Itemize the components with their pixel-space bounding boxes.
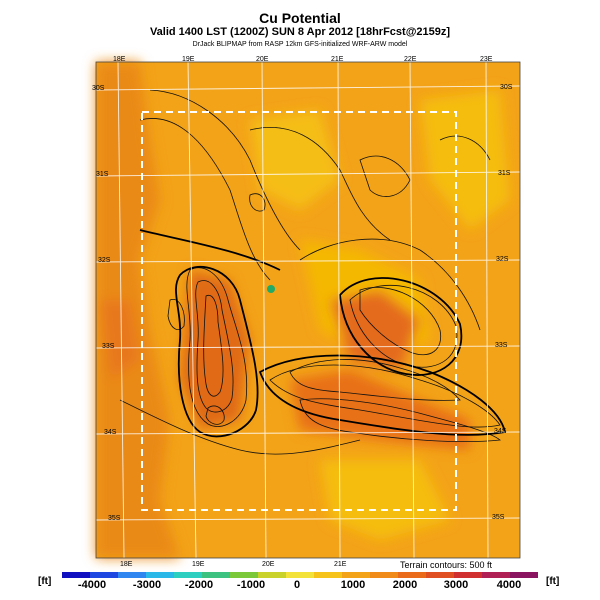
lat-label-left-32: 32S — [98, 257, 111, 264]
color-bar-segment — [146, 572, 175, 578]
color-bar-segment — [398, 572, 427, 578]
color-bar-segment — [62, 572, 91, 578]
legend-tick-label: -4000 — [77, 579, 107, 591]
color-bar-segment — [258, 572, 287, 578]
legend-tick-label: -2000 — [184, 579, 214, 591]
lon-label-top-22: 22E — [404, 56, 417, 63]
lat-label-left-33: 33S — [102, 343, 115, 350]
lon-label-top-21: 21E — [331, 56, 344, 63]
legend-tick-label: 1000 — [340, 579, 366, 591]
legend-tick-label: 3000 — [443, 579, 469, 591]
map-frame — [95, 61, 521, 559]
lat-label-right-34: 34S — [494, 428, 507, 435]
legend-tick-label: -1000 — [236, 579, 266, 591]
legend-unit-left: [ft] — [38, 576, 52, 587]
legend-unit-right: [ft] — [546, 576, 560, 587]
lat-label-right-30: 30S — [500, 84, 513, 91]
lon-label-bottom-18: 18E — [120, 561, 133, 568]
map-field — [96, 62, 520, 558]
color-bar-segment — [90, 572, 119, 578]
color-bar-segment — [370, 572, 399, 578]
lat-label-right-31: 31S — [498, 170, 511, 177]
legend-tick-label: 4000 — [496, 579, 522, 591]
color-bar-segment — [314, 572, 343, 578]
lat-label-left-31: 31S — [96, 171, 109, 178]
color-bar-segment — [118, 572, 147, 578]
map-title: Cu Potential — [259, 10, 341, 26]
color-bar-segment — [202, 572, 231, 578]
color-bar-segment — [230, 572, 259, 578]
lat-label-left-34: 34S — [104, 429, 117, 436]
color-bar-segment — [482, 572, 511, 578]
color-bar-segment — [510, 572, 538, 578]
lat-label-right-32: 32S — [496, 256, 509, 263]
lon-label-bottom-19: 19E — [192, 561, 205, 568]
terrain-contour-note: Terrain contours: 500 ft — [400, 560, 493, 570]
color-bar-segment — [174, 572, 203, 578]
legend-tick-label: -3000 — [132, 579, 162, 591]
lat-label-left-35: 35S — [108, 515, 121, 522]
lon-label-top-18: 18E — [113, 56, 126, 63]
color-bar-segment — [342, 572, 371, 578]
location-marker — [267, 285, 275, 293]
terrain-contours — [119, 89, 502, 455]
lon-label-top-23: 23E — [480, 56, 493, 63]
legend-tick-label: 2000 — [392, 579, 418, 591]
lon-label-bottom-20: 20E — [262, 561, 275, 568]
color-bar-segment — [286, 572, 315, 578]
map-subtitle: Valid 1400 LST (1200Z) SUN 8 Apr 2012 [1… — [149, 26, 451, 38]
lat-label-right-35: 35S — [492, 514, 505, 521]
graticule — [95, 61, 521, 559]
lon-label-top-19: 19E — [182, 56, 195, 63]
legend-tick-label: 0 — [293, 579, 301, 591]
lon-label-bottom-21: 21E — [334, 561, 347, 568]
lat-label-left-30: 30S — [92, 85, 105, 92]
lat-label-right-33: 33S — [495, 342, 508, 349]
lon-label-top-20: 20E — [256, 56, 269, 63]
analysis-boundary — [141, 111, 457, 511]
map-caption: DrJack BLIPMAP from RASP 12km GFS-initia… — [192, 41, 408, 48]
color-bar-segment — [454, 572, 483, 578]
color-bar-segment — [426, 572, 455, 578]
color-bar — [62, 572, 538, 578]
